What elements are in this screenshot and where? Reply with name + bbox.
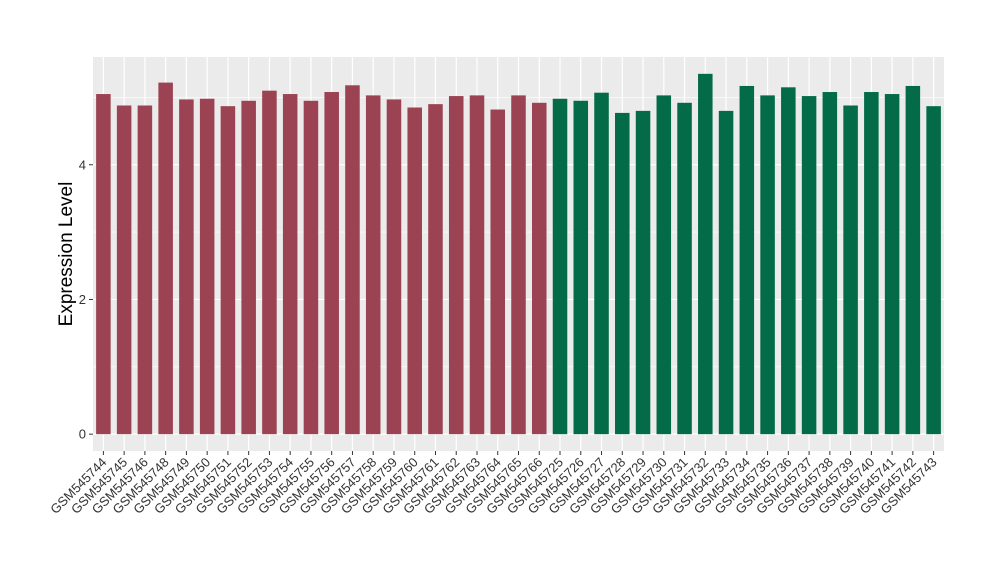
bar-gsm545733: [718, 110, 734, 435]
bar-gsm545752: [241, 100, 256, 435]
bar-gsm545764: [490, 109, 506, 435]
bar-gsm545750: [199, 98, 215, 435]
bar-gsm545732: [698, 73, 713, 435]
bar-gsm545735: [760, 95, 775, 435]
bars: [96, 73, 941, 435]
bar-gsm545763: [469, 95, 485, 435]
bar-gsm545761: [428, 104, 443, 435]
y-tick-label: 4: [79, 157, 86, 172]
bar-gsm545740: [864, 92, 879, 435]
bar-gsm545758: [365, 95, 381, 435]
bar-gsm545753: [262, 90, 277, 435]
bar-gsm545765: [511, 95, 526, 435]
x-axis-ticks: GSM545744GSM545745GSM545746GSM545748GSM5…: [47, 451, 940, 517]
bar-gsm545726: [573, 100, 589, 435]
y-axis-title: Expression Level: [56, 182, 77, 327]
bar-gsm545741: [884, 94, 900, 435]
bar-gsm545742: [905, 85, 921, 435]
bar-gsm545730: [656, 95, 672, 435]
bar-gsm545757: [345, 85, 360, 435]
bar-gsm545759: [386, 99, 402, 435]
bar-gsm545754: [282, 94, 298, 435]
bar-gsm545749: [179, 99, 194, 435]
bar-gsm545731: [677, 102, 692, 435]
bar-gsm545729: [635, 110, 651, 435]
y-tick-label: 2: [79, 292, 86, 307]
bar-gsm545751: [220, 106, 236, 435]
bar-gsm545766: [531, 102, 547, 435]
bar-gsm545743: [926, 106, 941, 435]
bar-gsm545738: [822, 92, 838, 435]
bar-gsm545748: [158, 82, 173, 435]
bar-gsm545736: [781, 87, 796, 435]
bar-gsm545756: [324, 92, 339, 435]
bar-gsm545746: [137, 105, 153, 435]
bar-gsm545762: [448, 96, 464, 435]
y-axis-ticks: 0 2 4: [79, 157, 93, 442]
bar-gsm545728: [615, 112, 630, 435]
bar-gsm545725: [552, 98, 568, 435]
bar-gsm545734: [739, 85, 755, 435]
y-tick-label: 0: [79, 427, 86, 442]
bar-gsm545737: [801, 96, 817, 435]
bar-gsm545745: [116, 105, 132, 435]
bar-gsm545755: [303, 100, 319, 435]
bar-gsm545739: [843, 105, 858, 435]
bar-gsm545727: [594, 92, 609, 435]
bar-gsm545744: [96, 94, 111, 435]
bar-gsm545760: [407, 107, 422, 435]
